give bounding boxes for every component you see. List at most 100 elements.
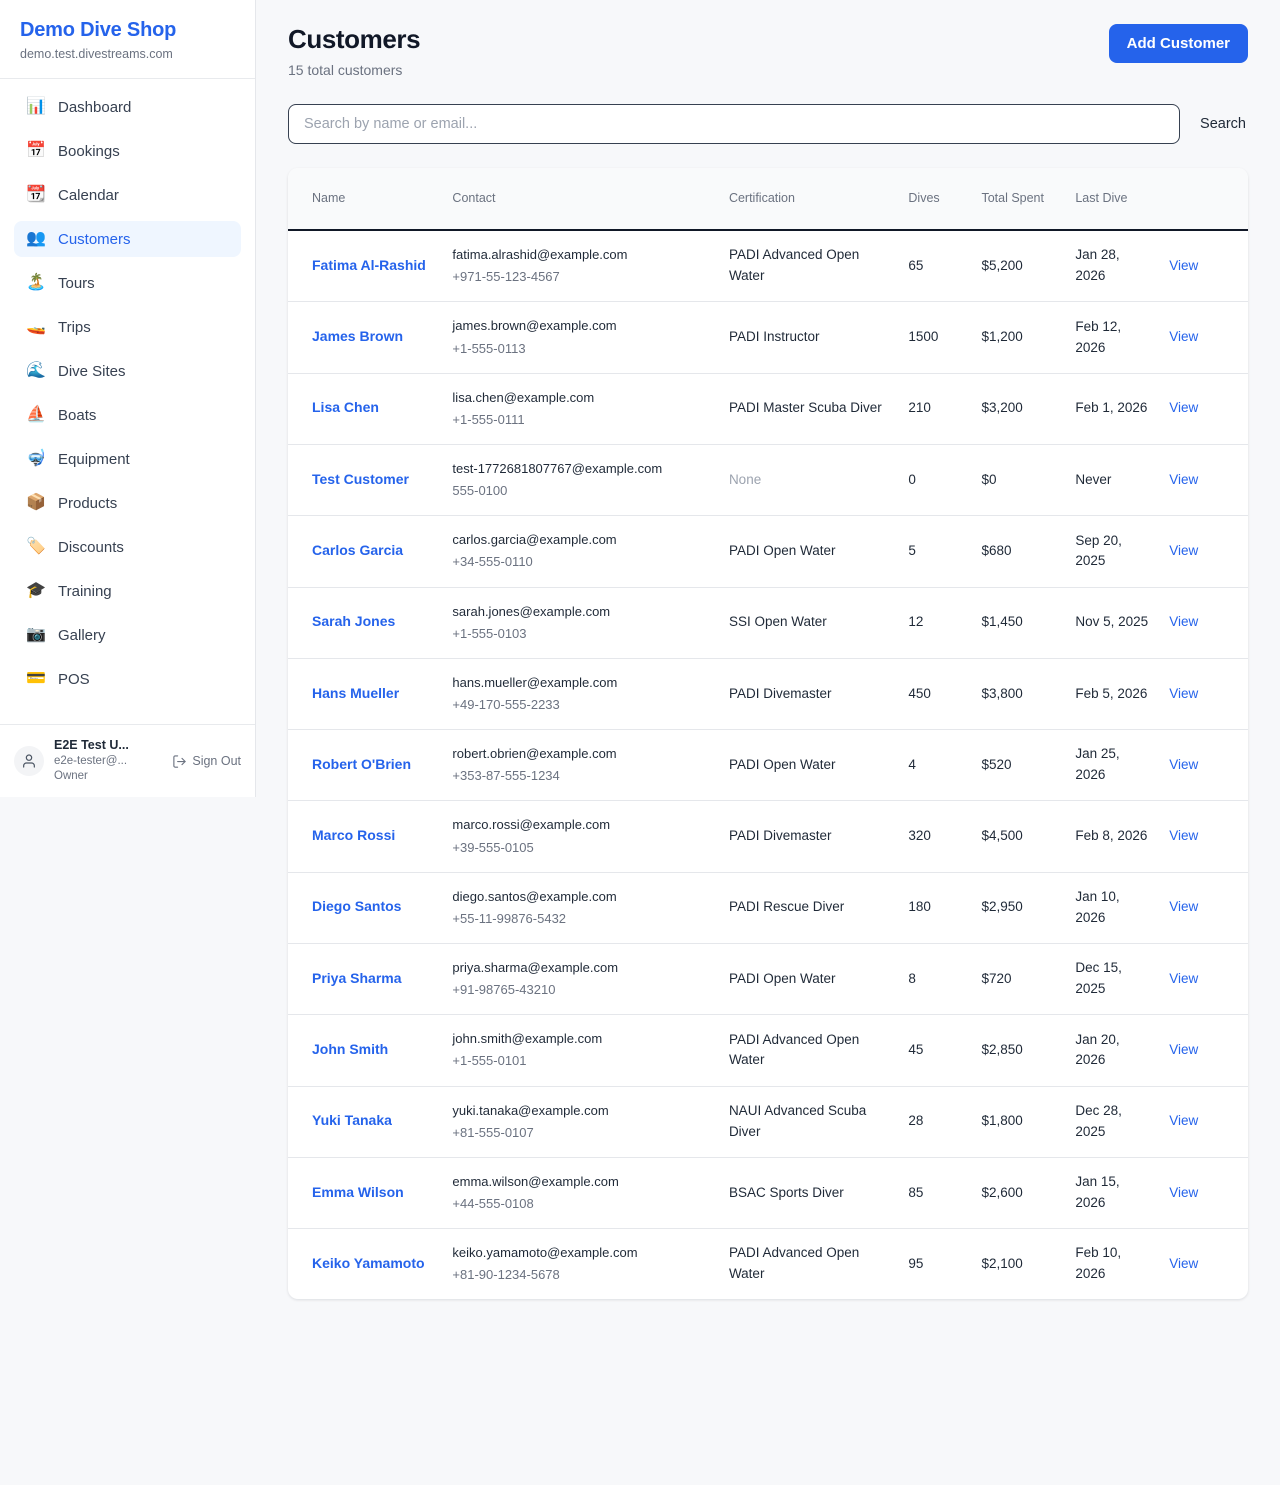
cell-total-spent: $2,850: [971, 1014, 1066, 1087]
customer-certification: PADI Open Water: [728, 970, 836, 986]
sidebar-item-bookings[interactable]: 📅 Bookings: [14, 133, 241, 169]
brand-name: Demo Dive Shop: [20, 19, 177, 41]
customer-name-link[interactable]: John Smith: [312, 1040, 389, 1057]
column-header-certification[interactable]: Certification: [718, 168, 899, 232]
cell-total-spent: $1,800: [971, 1086, 1066, 1158]
customer-name-link[interactable]: Marco Rossi: [312, 827, 396, 844]
customer-certification: PADI Advanced Open Water: [728, 1031, 860, 1068]
cell-last-dive: Dec 15, 2025: [1065, 943, 1160, 1016]
search-button[interactable]: Search: [1198, 110, 1248, 138]
customer-name-link[interactable]: Test Customer: [312, 470, 409, 487]
view-link[interactable]: View: [1169, 257, 1199, 273]
cell-last-dive: Feb 1, 2026: [1065, 373, 1160, 446]
customer-name-link[interactable]: Yuki Tanaka: [312, 1112, 392, 1129]
sidebar-item-equipment[interactable]: 🤿 Equipment: [14, 441, 241, 477]
cell-last-dive: Feb 12, 2026: [1065, 301, 1160, 374]
view-link[interactable]: View: [1169, 400, 1199, 416]
view-link[interactable]: View: [1169, 970, 1199, 986]
cell-actions: View: [1159, 872, 1248, 945]
user-role: Owner: [54, 770, 88, 783]
customer-name-link[interactable]: Emma Wilson: [312, 1183, 404, 1200]
cell-dives: 210: [898, 373, 972, 446]
column-header-contact[interactable]: Contact: [442, 168, 719, 232]
customer-name-link[interactable]: Sarah Jones: [312, 613, 396, 630]
customer-email: lisa.chen@example.com: [452, 389, 595, 405]
sidebar-item-pos[interactable]: 💳 POS: [14, 661, 241, 697]
sidebar-item-trips[interactable]: 🚤 Trips: [14, 309, 241, 345]
view-link[interactable]: View: [1169, 329, 1199, 345]
column-header-last-dive[interactable]: Last Dive: [1065, 168, 1160, 232]
view-link[interactable]: View: [1169, 1041, 1199, 1057]
customer-name-link[interactable]: Fatima Al-Rashid: [312, 256, 426, 273]
sidebar-item-dashboard[interactable]: 📊 Dashboard: [14, 89, 241, 125]
customer-name-link[interactable]: Robert O'Brien: [312, 755, 412, 772]
view-link[interactable]: View: [1169, 1184, 1199, 1200]
sidebar-item-discounts[interactable]: 🏷️ Discounts: [14, 529, 241, 565]
customer-name-link[interactable]: Priya Sharma: [312, 969, 402, 986]
sign-out-button[interactable]: Sign Out: [172, 754, 241, 769]
view-link[interactable]: View: [1169, 1255, 1199, 1271]
column-header-actions: [1159, 168, 1248, 232]
view-link[interactable]: View: [1169, 542, 1199, 558]
cell-actions: View: [1159, 1229, 1248, 1300]
view-link[interactable]: View: [1169, 1113, 1199, 1129]
table-row: Lisa Chen lisa.chen@example.com +1-555-011…: [288, 373, 1248, 446]
table-row: Sarah Jones sarah.jones@example.com +1-555…: [288, 587, 1248, 659]
cell-contact: marco.rossi@example.com +39-555-0105: [442, 800, 719, 873]
view-link[interactable]: View: [1169, 471, 1199, 487]
customer-name-link[interactable]: Hans Mueller: [312, 684, 400, 701]
customer-certification: PADI Open Water: [728, 542, 836, 558]
customer-name-link[interactable]: Diego Santos: [312, 898, 402, 915]
sidebar-item-gallery[interactable]: 📷 Gallery: [14, 617, 241, 653]
view-link[interactable]: View: [1169, 614, 1199, 630]
customer-phone: +34-555-0110: [452, 554, 533, 570]
sidebar-item-boats[interactable]: ⛵ Boats: [14, 397, 241, 433]
customer-name-link[interactable]: Keiko Yamamoto: [312, 1254, 425, 1271]
sidebar-item-products[interactable]: 📦 Products: [14, 485, 241, 521]
customer-name-link[interactable]: Carlos Garcia: [312, 541, 404, 558]
cell-certification: None: [718, 444, 899, 517]
cell-total-spent: $2,600: [971, 1157, 1066, 1230]
add-customer-button[interactable]: Add Customer: [1108, 24, 1248, 63]
view-link[interactable]: View: [1169, 899, 1199, 915]
cell-contact: john.smith@example.com +1-555-0101: [442, 1014, 719, 1087]
sidebar-item-dive-sites[interactable]: 🌊 Dive Sites: [14, 353, 241, 389]
column-header-dives[interactable]: Dives: [898, 168, 972, 232]
cell-actions: View: [1159, 1014, 1248, 1087]
sidebar-item-customers[interactable]: 👥 Customers: [14, 221, 241, 258]
view-link[interactable]: View: [1169, 828, 1199, 844]
table-row: Priya Sharma priya.sharma@example.com +91-…: [288, 943, 1248, 1016]
user-email: e2e-tester@...: [54, 754, 128, 767]
page-subtitle: 15 total customers: [288, 62, 403, 79]
sidebar-item-calendar[interactable]: 📆 Calendar: [14, 177, 241, 213]
cell-certification: PADI Master Scuba Diver: [718, 373, 899, 446]
cell-name: Sarah Jones: [288, 587, 443, 659]
search-input[interactable]: [288, 104, 1181, 145]
cell-name: Priya Sharma: [288, 943, 443, 1016]
page-header: Customers 15 total customers Add Custome…: [288, 24, 1248, 78]
customer-certification: PADI Divemaster: [728, 828, 832, 844]
sidebar-item-label: Boats: [58, 406, 97, 424]
cell-last-dive: Jan 15, 2026: [1065, 1157, 1160, 1230]
table-row: Hans Mueller hans.mueller@example.com +49-…: [288, 658, 1248, 731]
column-header-total-spent[interactable]: Total Spent: [971, 168, 1066, 232]
camera-icon: 📷: [26, 626, 46, 644]
sidebar-item-tours[interactable]: 🏝️ Tours: [14, 265, 241, 301]
customer-email: diego.santos@example.com: [452, 888, 617, 904]
page-title-block: Customers 15 total customers: [288, 24, 421, 79]
view-link[interactable]: View: [1169, 685, 1199, 701]
customer-email: emma.wilson@example.com: [452, 1173, 619, 1189]
column-header-name[interactable]: Name: [288, 168, 443, 232]
sign-out-label: Sign Out: [192, 754, 241, 769]
cell-certification: PADI Divemaster: [718, 800, 899, 873]
customer-email: hans.mueller@example.com: [452, 674, 618, 690]
sidebar-item-training[interactable]: 🎓 Training: [14, 573, 241, 609]
cell-dives: 1500: [898, 301, 972, 374]
customer-name-link[interactable]: Lisa Chen: [312, 399, 379, 416]
customer-phone: +1-555-0101: [452, 1053, 527, 1069]
customer-name-link[interactable]: James Brown: [312, 328, 404, 345]
view-link[interactable]: View: [1169, 756, 1199, 772]
cell-name: Diego Santos: [288, 872, 443, 945]
cell-contact: diego.santos@example.com +55-11-99876-543…: [442, 872, 719, 945]
sidebar-item-label: Training: [58, 582, 112, 600]
